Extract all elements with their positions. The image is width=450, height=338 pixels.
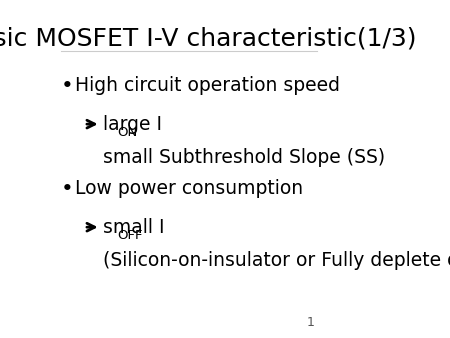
Text: Basic MOSFET I-V characteristic(1/3): Basic MOSFET I-V characteristic(1/3)	[0, 26, 417, 50]
Text: OFF: OFF	[117, 229, 143, 242]
Text: small Subthreshold Slope (SS): small Subthreshold Slope (SS)	[103, 148, 385, 167]
Text: (Silicon-on-insulator or Fully deplete device): (Silicon-on-insulator or Fully deplete d…	[103, 251, 450, 270]
Text: •: •	[60, 179, 73, 199]
Text: High circuit operation speed: High circuit operation speed	[75, 76, 340, 95]
Text: 1: 1	[306, 316, 314, 329]
Text: •: •	[60, 76, 73, 96]
Text: ON: ON	[117, 126, 138, 139]
Text: small I: small I	[103, 218, 164, 237]
Text: Low power consumption: Low power consumption	[75, 179, 303, 198]
Text: large I: large I	[103, 115, 162, 134]
